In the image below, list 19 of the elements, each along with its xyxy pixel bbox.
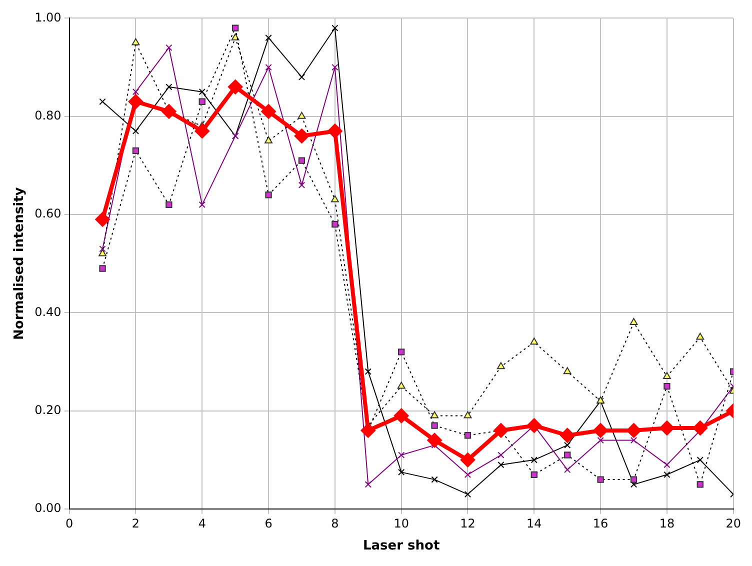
- x-tick-label: 8: [331, 516, 339, 530]
- x-tick-label: 4: [198, 516, 206, 530]
- x-tick-label: 6: [264, 516, 272, 530]
- x-axis-title: Laser shot: [363, 538, 440, 554]
- y-tick-label: 0.60: [34, 206, 62, 221]
- x-tick-label: 16: [592, 516, 608, 530]
- y-tick-label: 0.00: [34, 501, 62, 516]
- y-tick-label: 0.40: [34, 304, 62, 319]
- x-tick-label: 14: [526, 516, 542, 530]
- x-tick-label: 20: [726, 516, 742, 530]
- x-tick-label: 10: [394, 516, 409, 530]
- x-tick-label: 2: [132, 516, 140, 530]
- y-tick-label: 0.80: [34, 108, 62, 122]
- y-axis-title: Normalised intensity: [12, 186, 28, 340]
- y-tick-label: 0.20: [34, 402, 62, 417]
- y-tick-label: 1.00: [34, 10, 62, 24]
- x-tick-label: 0: [66, 516, 74, 530]
- x-tick-label: 12: [460, 516, 476, 530]
- x-tick-label: 18: [659, 516, 675, 530]
